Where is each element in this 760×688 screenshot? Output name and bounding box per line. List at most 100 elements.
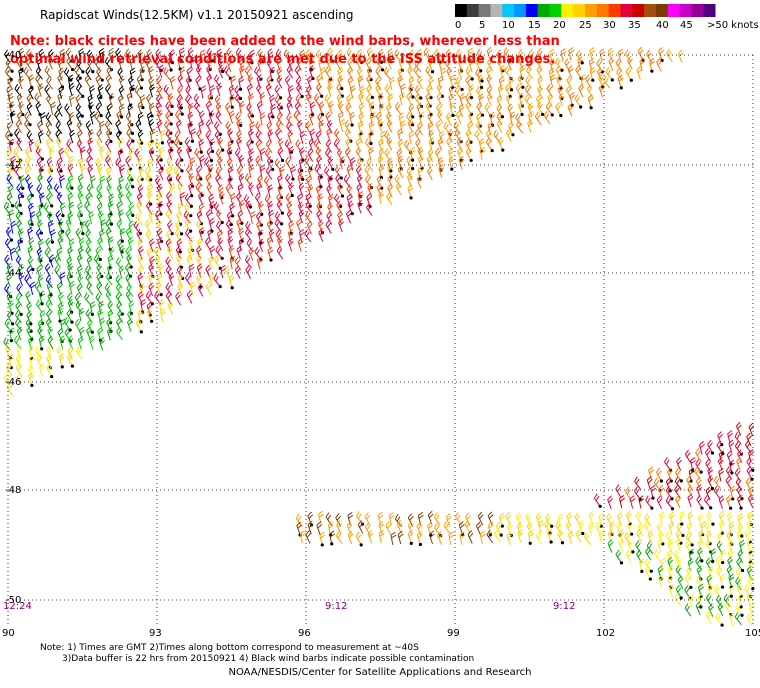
wind-barb [335, 513, 342, 527]
wind-barb [38, 363, 45, 377]
wind-barb [398, 57, 405, 71]
contamination-dot [178, 67, 182, 71]
wind-barb [495, 521, 502, 536]
wind-barb [608, 57, 615, 71]
contamination-dot [291, 177, 295, 181]
wind-barb [175, 110, 182, 124]
wind-barb [6, 291, 13, 306]
wind-barb [335, 56, 341, 70]
wind-barb [4, 254, 11, 269]
wind-barb [206, 147, 213, 161]
wind-barb [137, 111, 144, 126]
wind-barb [343, 174, 351, 188]
legend-swatch [490, 4, 503, 17]
wind-barb [727, 538, 734, 553]
wind-barb [198, 110, 205, 124]
wind-barb [44, 65, 52, 79]
wind-barb [217, 237, 224, 251]
wind-barb [154, 256, 162, 270]
wind-barb [684, 603, 692, 617]
wind-barb [148, 238, 155, 252]
wind-barb [596, 58, 603, 73]
wind-barb [68, 93, 75, 107]
wind-barb [147, 157, 154, 171]
wind-barb [479, 146, 486, 161]
wind-barb [464, 520, 471, 534]
wind-barb [276, 199, 283, 214]
wind-barb [287, 229, 294, 243]
wind-barb [407, 57, 414, 72]
wind-barb [225, 121, 233, 135]
wind-barb [58, 67, 65, 81]
wind-barb [165, 191, 172, 205]
wind-barb [307, 511, 314, 526]
wind-barb [337, 182, 343, 197]
wind-barb [279, 165, 285, 180]
contamination-dot [469, 158, 473, 163]
wind-barb [479, 530, 486, 545]
wind-barb [128, 75, 134, 90]
wind-barb [37, 130, 44, 144]
wind-barb [734, 441, 742, 455]
wind-barb [636, 65, 643, 80]
wind-barb [49, 228, 56, 243]
wind-barb [175, 158, 183, 172]
wind-barb [139, 57, 146, 72]
wind-barb [117, 67, 124, 81]
wind-barb [285, 192, 293, 207]
wind-barb [575, 529, 582, 543]
wind-barb [333, 138, 341, 153]
contamination-dot [581, 531, 585, 536]
wind-barb [59, 48, 66, 63]
wind-barb [526, 521, 533, 536]
wind-barb [148, 263, 155, 277]
wind-barb [67, 174, 74, 189]
wind-barb [190, 128, 197, 142]
credit-line: NOAA/NESDIS/Center for Satellite Applica… [228, 667, 532, 678]
wind-barb [136, 229, 143, 243]
wind-barb [244, 255, 252, 269]
wind-barb [433, 512, 441, 526]
contamination-dot [141, 106, 145, 110]
contamination-dot [559, 113, 563, 118]
wind-barb [728, 583, 735, 597]
wind-barb [98, 120, 105, 134]
contamination-dot [330, 542, 334, 546]
contamination-dot [9, 339, 13, 343]
wind-barb [276, 246, 284, 260]
wind-barb [26, 57, 33, 72]
wind-barb [136, 200, 143, 214]
wind-barb [46, 354, 53, 368]
wind-barb [543, 110, 551, 125]
wind-barb [666, 48, 673, 63]
wind-barb [428, 58, 434, 72]
wind-barb [46, 345, 53, 359]
wind-barb [288, 182, 294, 196]
wind-barb [284, 75, 291, 89]
wind-barb [239, 58, 246, 72]
wind-barb [247, 155, 254, 170]
wind-barb [364, 512, 371, 526]
wind-barb [515, 113, 523, 127]
contamination-dot [179, 141, 183, 146]
wind-barb [399, 120, 406, 134]
contamination-dot [21, 186, 25, 190]
wind-barb [417, 154, 424, 169]
contamination-dot [209, 159, 214, 163]
wind-barb [205, 119, 212, 133]
wind-barb [286, 100, 293, 115]
contamination-dot [550, 524, 554, 528]
wind-barb [186, 290, 193, 304]
wind-barb [17, 228, 24, 242]
wind-barb [734, 431, 742, 445]
contamination-dot [711, 559, 715, 564]
wind-barb [106, 166, 112, 180]
contamination-dot [549, 540, 553, 544]
contamination-dot [180, 112, 184, 116]
wind-barb [126, 283, 134, 297]
wind-barb [45, 237, 51, 251]
wind-barb [137, 245, 144, 260]
wind-barb [259, 112, 266, 126]
wind-barb [346, 47, 354, 61]
contamination-dot [280, 158, 285, 163]
